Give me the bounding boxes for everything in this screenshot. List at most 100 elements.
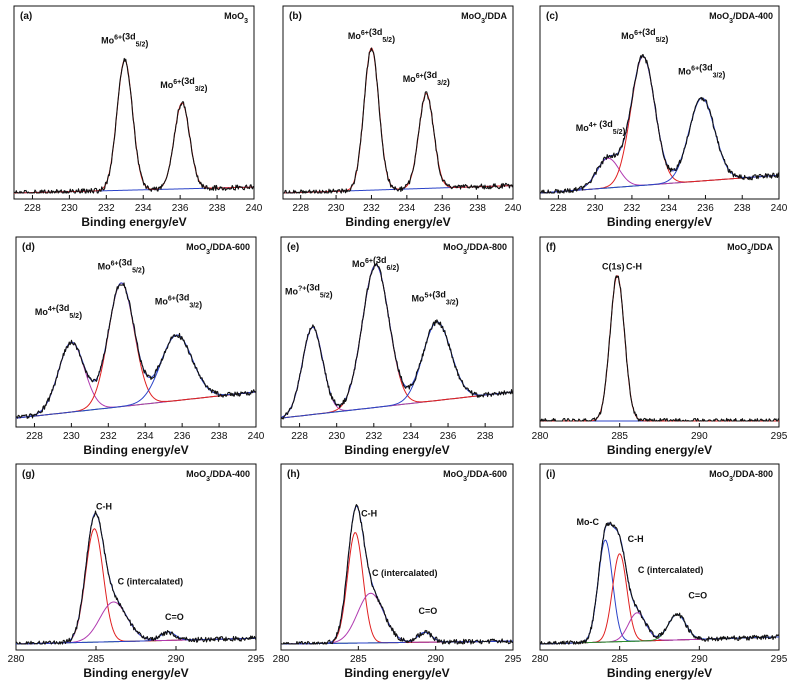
x-tick-label: 238 [209,203,226,214]
panel-e: 228 230 232 234 236 238 Binding energy/eV (e) Mo… [280,236,514,457]
x-tick-label: 230 [63,431,80,442]
series-mo-c-component [539,539,780,645]
panel-label: (c) [546,11,558,22]
x-tick-label: 232 [100,431,117,442]
x-tick-label: 290 [427,654,444,665]
peak-annotation: Mo5+(3d3/2) [411,290,458,307]
x-tick-label: 240 [248,431,265,442]
sample-label: MoO3 [224,11,248,25]
x-axis-title: Binding energy/eV [81,215,186,229]
x-tick-label: 238 [211,431,228,442]
x-tick-label: 290 [691,654,708,665]
sample-label: MoO3/DDA-600 [186,242,250,256]
x-tick-label: 240 [505,203,522,214]
x-axis-title: Binding energy/eV [345,215,450,229]
x-tick-label: 228 [292,203,309,214]
x-axis-title: Binding energy/eV [83,443,188,457]
x-tick-label: 230 [587,203,604,214]
x-tick-label: 228 [550,203,567,214]
x-tick-label: 234 [660,203,677,214]
series-envelope [539,522,780,645]
x-tick-label: 228 [24,203,41,214]
x-tick-label: 230 [328,203,345,214]
panel-frame [13,5,255,200]
x-tick-label: 236 [174,431,191,442]
sample-label: MoO3/DDA [461,11,507,25]
panel-i: 280 285 290 295 Binding energy/eV (i) MoO3/DDA… [532,463,788,680]
series-measured [13,57,255,194]
panel-frame [280,236,514,428]
series-measured [15,510,257,645]
panel-label: (d) [22,242,35,253]
x-tick-label: 234 [137,431,154,442]
x-tick-label: 295 [771,654,788,665]
panel-label: (a) [20,11,32,22]
x-tick-label: 234 [135,203,152,214]
x-tick-label: 285 [88,654,105,665]
x-tick-label: 236 [172,203,189,214]
peak-annotation: C=O [165,612,184,622]
panel-frame [539,463,780,651]
panel-label: (f) [546,242,556,253]
peak-annotation: C-H [361,508,377,518]
panel-frame [15,236,257,428]
x-axis-title: Binding energy/eV [607,443,712,457]
sample-label: MoO3/DDA-800 [709,469,773,483]
x-tick-label: 240 [771,203,788,214]
panel-g: 280 285 290 295 Binding energy/eV (g) MoO3/DDA… [8,463,265,680]
panel-b: 228 230 232 234 236 238 240 Binding energy/eV (b… [282,5,522,229]
x-tick-label: 232 [624,203,641,214]
x-axis-title: Binding energy/eV [607,215,712,229]
x-tick-label: 295 [505,654,522,665]
series-measured [15,282,257,419]
x-tick-label: 240 [246,203,263,214]
peak-annotation: Mo6+(3d5/2) [101,31,148,48]
x-tick-label: 295 [248,654,265,665]
x-tick-label: 232 [98,203,115,214]
panel-h: 280 285 290 295 Binding energy/eV (h) MoO3/DDA… [273,463,522,680]
series-measured [280,262,514,420]
panel-d: 228 230 232 234 236 238 240 Binding energy/eV (d… [15,236,265,457]
peak-annotation: Mo6+(3d3/2) [160,76,207,93]
series-envelope [540,275,779,422]
sample-label: MoO3/DDA-400 [186,469,250,483]
series-envelope [282,47,514,194]
x-tick-label: 238 [469,203,486,214]
panel-frame [539,236,780,428]
panel-frame [15,463,257,651]
peak-annotation: Mo6+(3d5/2) [348,27,395,44]
x-tick-label: 230 [328,431,345,442]
peak-annotation: C-H [628,534,644,544]
series-mo6-3d3-2-component [280,321,514,419]
x-axis-title: Binding energy/eV [344,666,449,680]
peak-annotation: Mo6+(3d3/2) [155,293,202,310]
peak-annotation: C-H [626,262,642,272]
x-tick-label: 290 [691,431,708,442]
series-envelope [15,282,257,419]
x-tick-label: 285 [350,654,367,665]
panel-label: (g) [22,469,35,480]
x-axis-title: Binding energy/eV [344,443,449,457]
peak-annotation: Mo4+ (3d5/2) [576,119,626,136]
x-tick-label: 295 [771,431,788,442]
peak-annotation: Mo4+(3d5/2) [35,303,82,320]
series-measured [540,53,780,194]
series-measured [283,47,514,194]
panel-label: (i) [546,469,555,480]
x-tick-label: 230 [61,203,78,214]
panel-frame [282,5,514,200]
peak-annotation: C (intercalated) [372,568,438,578]
panel-label: (e) [287,242,299,253]
x-tick-label: 228 [26,431,43,442]
peak-annotation: Mo6+(3d3/2) [678,62,725,79]
peak-annotation: Mo6+(3d6/2) [352,255,399,272]
panel-c: 228 230 232 234 236 238 240 Binding energy/eV (c… [539,5,788,229]
series-mo6-3d3-2-component [15,334,257,419]
x-tick-label: 280 [532,654,549,665]
x-tick-label: 238 [477,431,494,442]
x-tick-label: 290 [168,654,185,665]
peak-annotation: C (intercalated) [638,565,704,575]
sample-label: MoO3/DDA [727,242,773,256]
panel-a: 228 230 232 234 236 238 240 Binding energy/eV (a… [13,5,263,229]
